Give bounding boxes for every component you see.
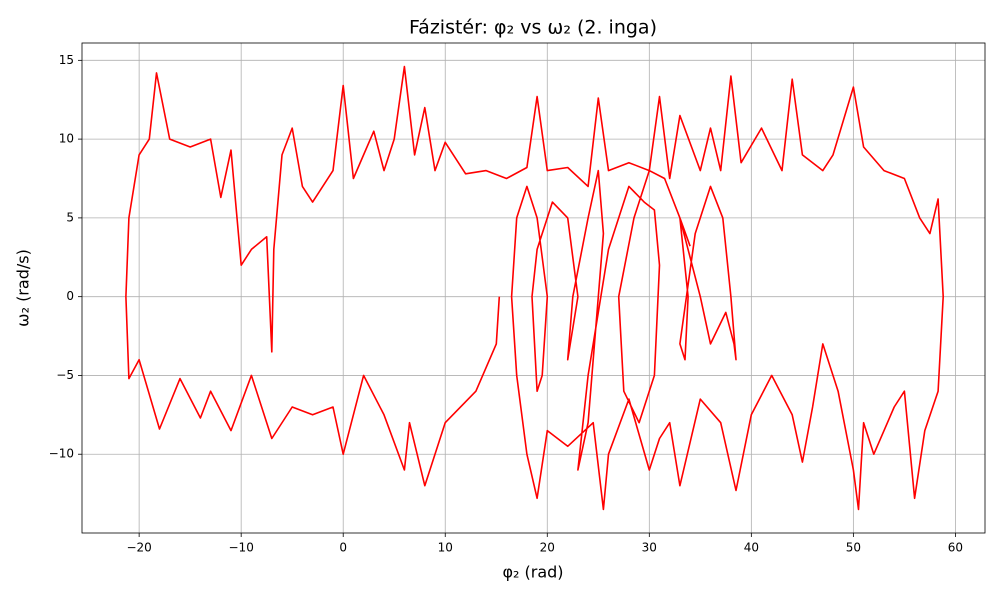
- x-tick-label: 50: [846, 541, 861, 555]
- y-tick-label: −5: [56, 368, 74, 382]
- y-tick-label: 0: [66, 289, 74, 303]
- y-tick-label: −10: [49, 447, 74, 461]
- x-tick-label: 60: [948, 541, 963, 555]
- x-tick-label: 20: [540, 541, 555, 555]
- x-axis-label: φ₂ (rad): [502, 563, 563, 582]
- plot-frame: [81, 42, 986, 534]
- y-tick-label: 10: [59, 132, 74, 146]
- x-tick-label: 30: [642, 541, 657, 555]
- y-tick-label: 5: [66, 210, 74, 224]
- trajectory-line: [125, 65, 944, 511]
- y-tick-label: 15: [59, 53, 74, 67]
- y-axis-label: ω₂ (rad/s): [14, 249, 33, 327]
- x-tick-label: 10: [438, 541, 453, 555]
- x-tick-label: 40: [744, 541, 759, 555]
- x-tick-label: 0: [339, 541, 347, 555]
- x-tick-label: −20: [126, 541, 151, 555]
- x-tick-label: −10: [229, 541, 254, 555]
- chart-title: Fázistér: φ₂ vs ω₂ (2. inga): [409, 17, 657, 39]
